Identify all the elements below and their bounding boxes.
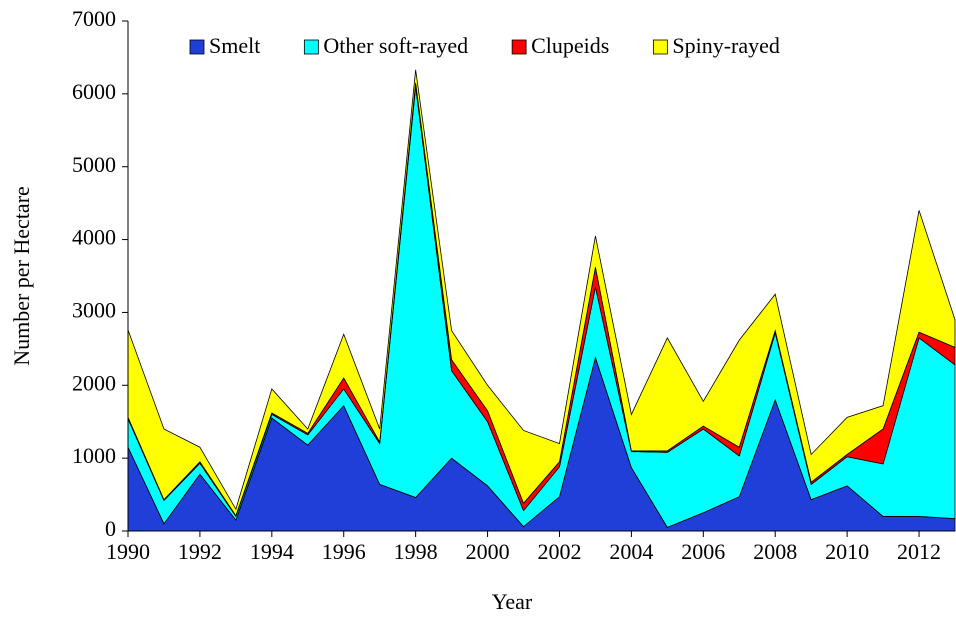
legend-label: Other soft-rayed [323,33,468,58]
x-tick-label: 2010 [825,539,869,564]
y-tick-label: 2000 [72,370,116,395]
x-tick-label: 2004 [609,539,653,564]
x-tick-label: 1998 [394,539,438,564]
legend-label: Spiny-rayed [672,33,780,58]
x-tick-label: 1994 [250,539,294,564]
x-tick-label: 1990 [106,539,150,564]
legend-label: Smelt [209,33,260,58]
y-tick-label: 5000 [72,152,116,177]
legend-swatch [303,39,319,55]
y-tick-label: 7000 [72,6,116,31]
legend-label: Clupeids [531,33,609,58]
x-tick-label: 2012 [897,539,941,564]
x-tick-label: 2008 [753,539,797,564]
y-tick-label: 0 [105,516,116,541]
legend-swatch [189,39,205,55]
y-axis-title: Number per Hectare [9,186,34,366]
x-tick-label: 1992 [178,539,222,564]
x-tick-label: 2006 [681,539,725,564]
x-tick-label: 2000 [466,539,510,564]
y-tick-label: 1000 [72,443,116,468]
x-tick-label: 1996 [322,539,366,564]
legend-swatch [511,39,527,55]
area [127,69,956,517]
y-tick-label: 4000 [72,225,116,250]
y-tick-label: 3000 [72,297,116,322]
x-tick-label: 2002 [537,539,581,564]
legend-swatch [652,39,668,55]
y-tick-label: 6000 [72,79,116,104]
x-axis-title: Year [492,589,533,614]
